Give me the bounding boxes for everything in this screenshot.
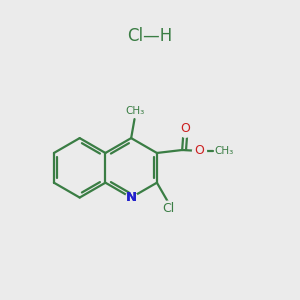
Text: N: N [126, 191, 137, 204]
Text: O: O [181, 122, 190, 135]
Text: O: O [194, 144, 204, 158]
Text: Cl—H: Cl—H [128, 27, 172, 45]
Text: CH₃: CH₃ [214, 146, 234, 156]
Text: Cl: Cl [162, 202, 174, 215]
Text: CH₃: CH₃ [125, 106, 144, 116]
Text: N: N [126, 191, 137, 204]
